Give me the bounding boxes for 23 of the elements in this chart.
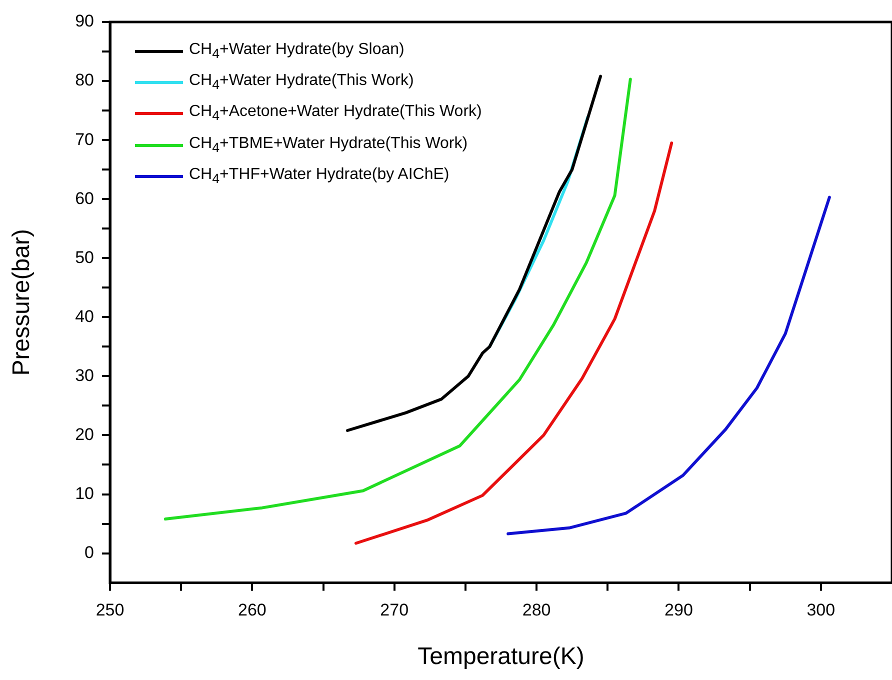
x-tick-label: 270 bbox=[380, 600, 409, 620]
x-tick-label: 260 bbox=[238, 600, 266, 620]
y-tick-label: 70 bbox=[75, 130, 94, 149]
x-tick-label: 280 bbox=[522, 600, 551, 620]
legend-label: CH$_{4}$+THF+Water Hydrate(by AIChE) bbox=[189, 164, 450, 188]
legend-label: CH$_{4}$+Water Hydrate(by Sloan) bbox=[189, 40, 404, 64]
y-tick-label: 20 bbox=[75, 424, 94, 444]
x-tick-label: 290 bbox=[664, 600, 693, 620]
legend-label: CH$_{4}$+Acetone+Water Hydrate(This Work) bbox=[189, 102, 482, 126]
x-tick-label: 250 bbox=[96, 600, 124, 620]
y-tick-label: 30 bbox=[75, 366, 94, 385]
y-tick-label: 40 bbox=[75, 306, 94, 326]
y-tick-label: 0 bbox=[84, 542, 94, 562]
x-axis-title: Temperature(K) bbox=[418, 643, 584, 670]
legend-label: CH$_{4}$+TBME+Water Hydrate(This Work) bbox=[189, 134, 468, 157]
x-tick-label: 300 bbox=[806, 600, 836, 620]
y-tick-label: 80 bbox=[75, 70, 94, 90]
legend-label: CH$_{4}$+Water Hydrate(This Work) bbox=[189, 71, 414, 94]
y-tick-label: 10 bbox=[75, 484, 94, 503]
y-axis-title: Pressure(bar) bbox=[8, 229, 36, 376]
y-tick-label: 90 bbox=[75, 12, 94, 31]
y-tick-label: 50 bbox=[75, 248, 94, 267]
y-tick-label: 60 bbox=[75, 188, 94, 208]
